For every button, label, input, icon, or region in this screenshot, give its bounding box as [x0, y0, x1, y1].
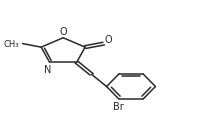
Text: Br: Br — [113, 102, 124, 111]
Text: O: O — [105, 35, 112, 45]
Text: N: N — [44, 64, 51, 74]
Text: CH₃: CH₃ — [3, 40, 19, 49]
Text: O: O — [59, 27, 67, 37]
